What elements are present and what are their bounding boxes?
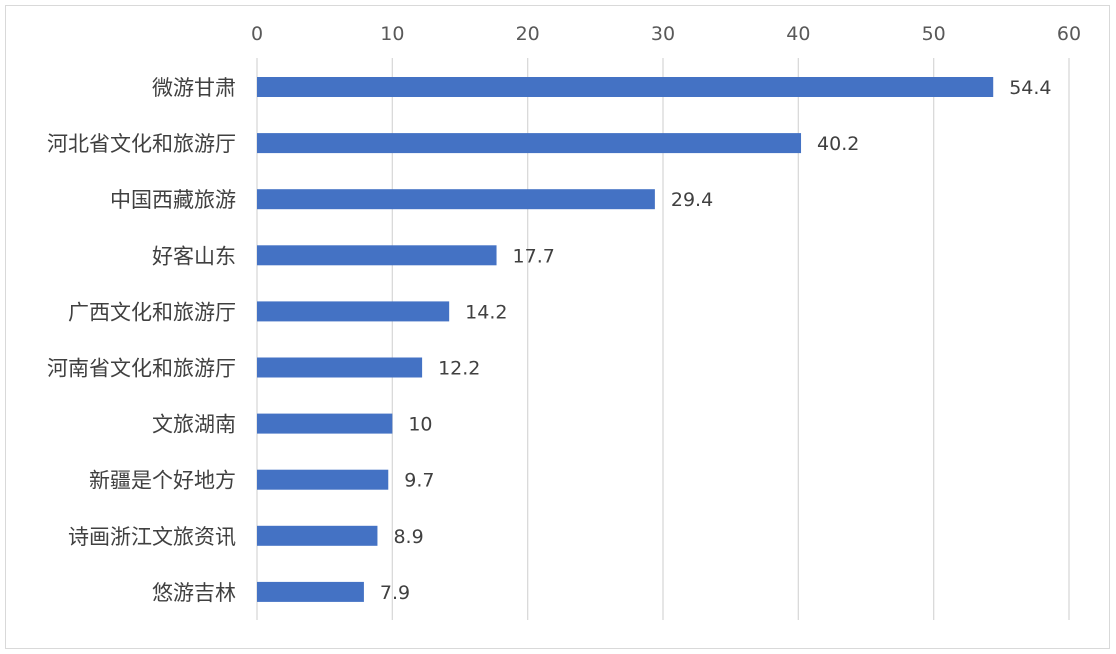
data-label: 7.9	[380, 582, 410, 604]
x-axis-ticks: 0 10 20 30 40 50 60	[251, 23, 1081, 45]
bar	[257, 301, 450, 322]
bar	[257, 189, 655, 210]
x-tick-label: 30	[651, 23, 675, 45]
category-label: 中国西藏旅游	[110, 188, 236, 212]
bar	[257, 245, 497, 266]
category-label: 微游甘肃	[152, 76, 236, 100]
bar	[257, 469, 389, 490]
bar	[257, 77, 994, 97]
data-label: 29.4	[671, 189, 713, 211]
x-tick-label: 20	[516, 23, 540, 45]
category-label: 河北省文化和旅游厅	[47, 132, 236, 156]
category-label: 文旅湖南	[152, 413, 236, 437]
bar	[257, 133, 802, 154]
data-label: 8.9	[393, 526, 423, 548]
category-label: 悠游吉林	[152, 581, 236, 605]
data-labels: 54.4 40.2 29.4 17.7 14.2 12.2 10 9.7 8.9 7.9	[380, 77, 1052, 604]
data-label: 9.7	[404, 470, 434, 492]
data-label: 14.2	[465, 301, 507, 323]
category-label: 诗画浙江文旅资讯	[68, 525, 236, 549]
data-label: 17.7	[513, 245, 555, 267]
category-labels: 微游甘肃河北省文化和旅游厅中国西藏旅游好客山东广西文化和旅游厅河南省文化和旅游厅…	[47, 76, 236, 605]
category-label: 新疆是个好地方	[89, 469, 236, 493]
category-label: 河南省文化和旅游厅	[47, 357, 236, 381]
x-tick-label: 50	[922, 23, 946, 45]
x-tick-label: 0	[251, 23, 263, 45]
category-label: 好客山东	[152, 244, 236, 268]
category-label: 广西文化和旅游厅	[68, 300, 236, 324]
data-label: 10	[408, 414, 432, 436]
x-tick-label: 10	[380, 23, 404, 45]
x-tick-label: 60	[1057, 23, 1081, 45]
x-tick-label: 40	[786, 23, 810, 45]
data-label: 40.2	[817, 133, 859, 155]
data-label: 54.4	[1009, 77, 1051, 99]
data-label: 12.2	[438, 358, 480, 380]
chart-frame	[5, 5, 1110, 649]
bar	[257, 357, 423, 378]
bars	[257, 77, 994, 602]
bar	[257, 413, 393, 434]
bar	[257, 581, 364, 602]
bar	[257, 525, 378, 546]
